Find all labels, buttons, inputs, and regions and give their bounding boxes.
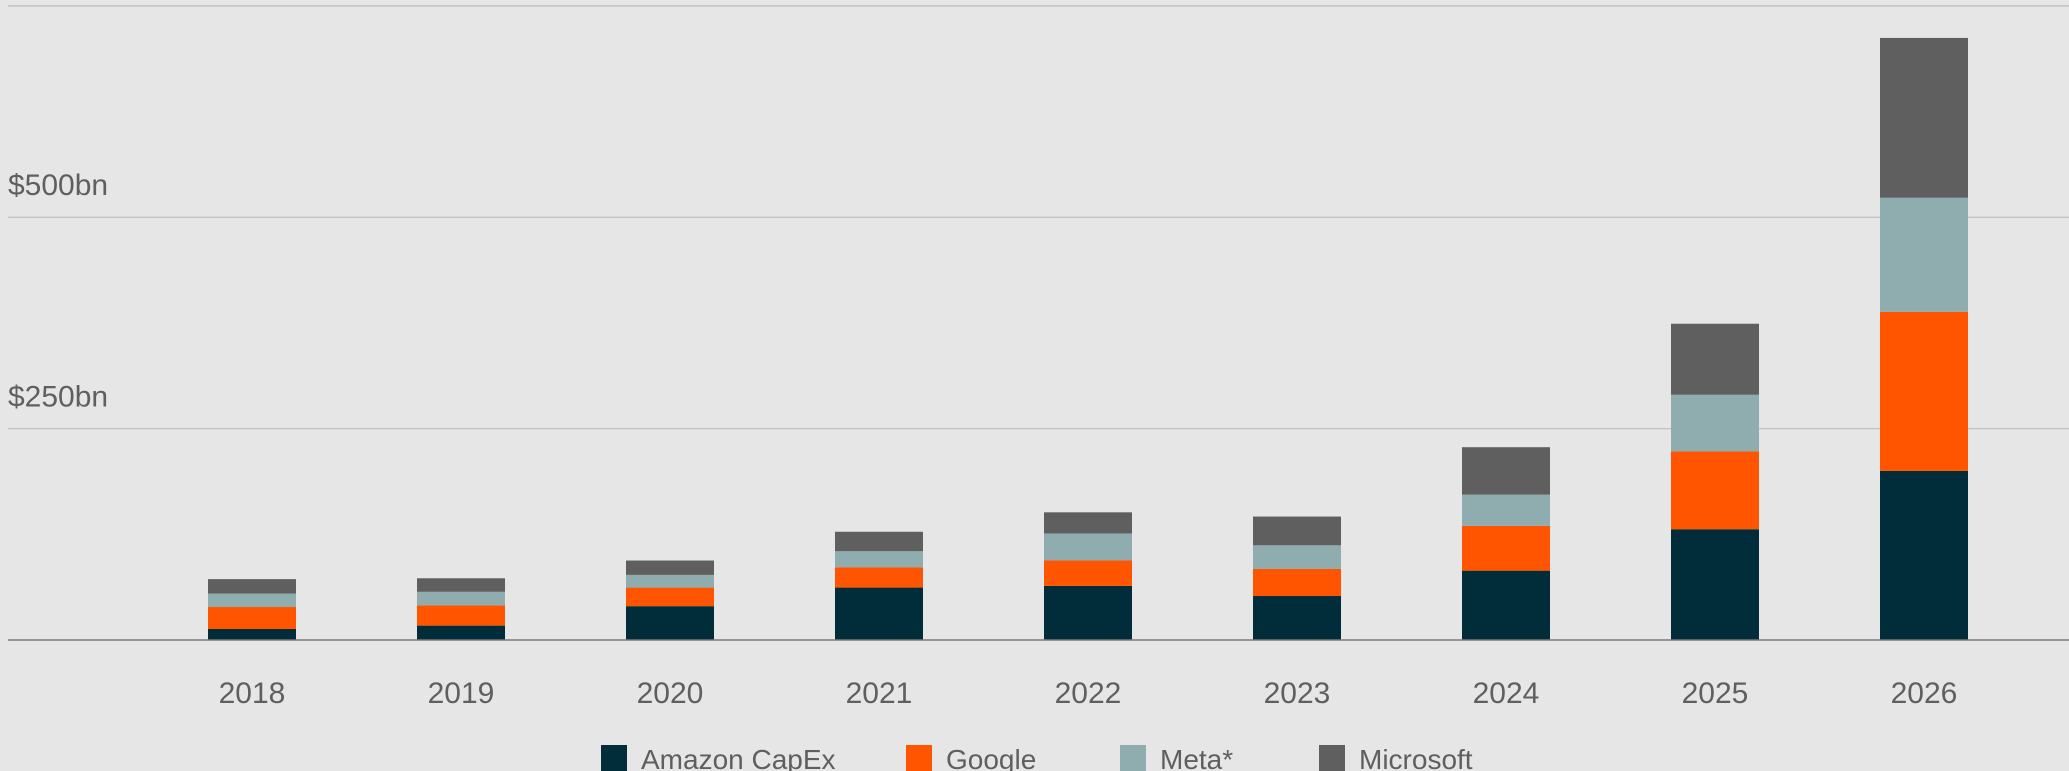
- y-tick-label: $500bn: [8, 169, 108, 202]
- bar-segment-google-2023: [1253, 568, 1341, 597]
- bar-segment-microsoft-2022: [1044, 512, 1132, 534]
- bar-segment-google-2021: [835, 567, 923, 588]
- bar-segment-meta-2022: [1044, 533, 1132, 561]
- bar-segment-amazon-capex-2024: [1462, 570, 1550, 640]
- bar-segment-amazon-capex-2022: [1044, 585, 1132, 640]
- bar-segment-google-2018: [208, 607, 296, 630]
- bar-segment-google-2026: [1880, 311, 1968, 471]
- gridlines: [8, 5, 2069, 430]
- x-tick-label: 2024: [1473, 677, 1540, 710]
- bar-segment-google-2019: [417, 605, 505, 626]
- bar-segment-meta-2023: [1253, 545, 1341, 569]
- bar-segment-amazon-capex-2023: [1253, 596, 1341, 640]
- y-axis-tick-labels: $250bn$500bn$750bn: [8, 169, 108, 414]
- legend-swatch: [1319, 745, 1345, 771]
- x-tick-label: 2021: [846, 677, 913, 710]
- bar-segment-meta-2018: [208, 593, 296, 608]
- bar-segment-amazon-capex-2020: [626, 606, 714, 640]
- x-tick-label: 2019: [428, 677, 495, 710]
- bar-segment-amazon-capex-2018: [208, 629, 296, 640]
- bar-segment-meta-2019: [417, 591, 505, 606]
- legend-label: Amazon CapEx: [641, 744, 836, 771]
- y-tick-label: $250bn: [8, 381, 108, 414]
- bar-segment-meta-2026: [1880, 197, 1968, 312]
- x-tick-label: 2020: [637, 677, 704, 710]
- bar-segment-amazon-capex-2026: [1880, 470, 1968, 640]
- x-axis-tick-labels: 2018 2019 2020 2021 2022 2023 2024 2025 2026: [219, 677, 1958, 710]
- bar-segment-google-2025: [1671, 451, 1759, 530]
- legend-swatch: [906, 745, 932, 771]
- bar-segment-amazon-capex-2025: [1671, 529, 1759, 640]
- bar-segment-meta-2020: [626, 574, 714, 588]
- bar-segment-meta-2025: [1671, 394, 1759, 452]
- legend-label: Microsoft: [1359, 744, 1473, 771]
- x-tick-label: 2025: [1682, 677, 1749, 710]
- bar-segment-microsoft-2019: [417, 578, 505, 592]
- x-tick-label: 2026: [1891, 677, 1958, 710]
- bars: [208, 37, 1968, 640]
- bar-segment-amazon-capex-2019: [417, 625, 505, 640]
- bar-segment-microsoft-2020: [626, 560, 714, 575]
- x-tick-label: 2018: [219, 677, 286, 710]
- legend-label: Google: [946, 744, 1036, 771]
- legend-swatch: [1120, 745, 1146, 771]
- bar-segment-meta-2024: [1462, 494, 1550, 526]
- x-tick-label: 2022: [1055, 677, 1122, 710]
- bar-segment-meta-2021: [835, 551, 923, 568]
- bar-segment-microsoft-2024: [1462, 447, 1550, 495]
- bar-segment-google-2022: [1044, 560, 1132, 586]
- bar-segment-google-2024: [1462, 525, 1550, 571]
- bar-segment-google-2020: [626, 587, 714, 607]
- x-tick-label: 2023: [1264, 677, 1331, 710]
- legend-swatch: [601, 745, 627, 771]
- bar-segment-microsoft-2026: [1880, 37, 1968, 198]
- bar-segment-amazon-capex-2021: [835, 587, 923, 640]
- legend: Amazon CapEx Google Meta* Microsoft: [601, 744, 1473, 771]
- legend-label: Meta*: [1160, 744, 1233, 771]
- bar-segment-microsoft-2025: [1671, 323, 1759, 395]
- bar-segment-microsoft-2021: [835, 531, 923, 552]
- bar-segment-microsoft-2018: [208, 579, 296, 594]
- bar-segment-microsoft-2023: [1253, 516, 1341, 546]
